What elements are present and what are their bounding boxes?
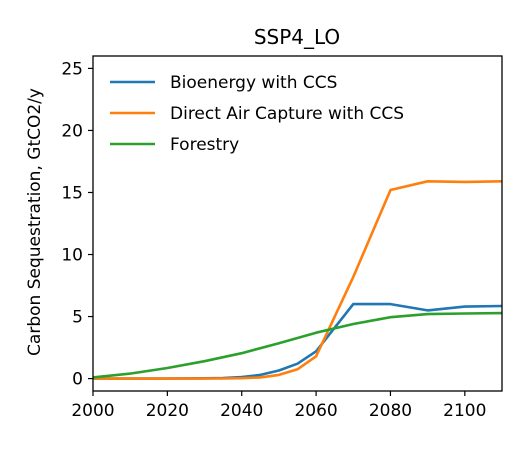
x-tick-label: 2020 xyxy=(146,401,189,421)
x-tick-label: 2080 xyxy=(369,401,412,421)
plot-frame xyxy=(92,55,503,392)
legend-label-2: Forestry xyxy=(170,135,239,155)
y-tick-label: 25 xyxy=(61,59,83,79)
x-tick-label: 2100 xyxy=(443,401,486,421)
series-line-2 xyxy=(92,311,503,379)
y-tick-label: 20 xyxy=(61,121,83,141)
legend-label-1: Direct Air Capture with CCS xyxy=(170,104,404,124)
x-tick-label: 2000 xyxy=(71,401,114,421)
x-tick-label: 2040 xyxy=(220,401,263,421)
y-axis-label: Carbon Sequestration, GtCO2/y xyxy=(25,88,45,356)
series-line-1 xyxy=(93,180,503,380)
y-tick-label: 0 xyxy=(72,370,83,390)
y-tick-label: 5 xyxy=(72,308,83,328)
y-tick-label: 15 xyxy=(61,183,83,203)
legend: Bioenergy with CCS Direct Air Capture wit… xyxy=(110,73,404,155)
ticks-layer: 2000 2020 2040 2060 2080 2100 0 5 10 15 20 25 xyxy=(61,59,486,421)
legend-label-0: Bioenergy with CCS xyxy=(170,73,337,93)
y-tick-label: 10 xyxy=(61,246,83,266)
series-layer xyxy=(92,180,503,380)
x-tick-label: 2060 xyxy=(294,401,337,421)
series-line-0 xyxy=(93,302,503,380)
chart-title: SSP4_LO xyxy=(254,25,340,49)
